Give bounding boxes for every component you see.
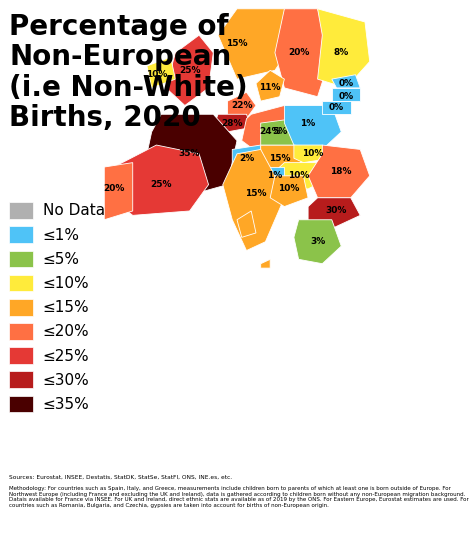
Text: 0%: 0%: [338, 92, 354, 101]
Text: Percentage of
Non-European
(i.e Non-White)
Births, 2020: Percentage of Non-European (i.e Non-Whit…: [9, 13, 248, 132]
Polygon shape: [213, 114, 251, 132]
Polygon shape: [142, 114, 237, 198]
Polygon shape: [228, 92, 256, 118]
FancyBboxPatch shape: [9, 226, 33, 243]
Text: ≤25%: ≤25%: [43, 348, 89, 363]
Polygon shape: [104, 162, 133, 220]
Polygon shape: [294, 220, 341, 264]
Text: 15%: 15%: [226, 40, 248, 48]
Polygon shape: [104, 145, 209, 215]
Text: APPX. 22-23% OF TOTAL BIRTHS IN EU-28 ARE NON-WHITE. THIS FIGURE WILL ONLY INCRE: APPX. 22-23% OF TOTAL BIRTHS IN EU-28 AR…: [9, 451, 465, 460]
Polygon shape: [237, 211, 256, 237]
Polygon shape: [218, 9, 299, 79]
Text: 18%: 18%: [330, 167, 352, 176]
Polygon shape: [332, 75, 360, 88]
Text: 3%: 3%: [310, 237, 325, 246]
FancyBboxPatch shape: [9, 371, 33, 388]
Text: 35%: 35%: [179, 150, 201, 158]
Text: 22%: 22%: [231, 101, 253, 110]
Polygon shape: [294, 145, 332, 162]
Text: 1%: 1%: [301, 118, 316, 128]
Text: 20%: 20%: [288, 48, 310, 57]
Polygon shape: [223, 150, 284, 250]
Text: ≤1%: ≤1%: [43, 228, 80, 243]
Polygon shape: [261, 118, 303, 145]
FancyBboxPatch shape: [9, 299, 33, 316]
Text: 8%: 8%: [334, 48, 349, 57]
Text: 24%: 24%: [259, 128, 281, 136]
Text: 20%: 20%: [103, 184, 125, 193]
Polygon shape: [166, 35, 213, 106]
FancyBboxPatch shape: [9, 396, 33, 412]
Text: 10%: 10%: [288, 172, 310, 180]
Text: 30%: 30%: [326, 206, 347, 215]
FancyBboxPatch shape: [9, 347, 33, 364]
Polygon shape: [242, 106, 299, 158]
Text: 15%: 15%: [269, 154, 291, 163]
Text: 2%: 2%: [239, 154, 254, 163]
Polygon shape: [332, 88, 360, 101]
Text: 25%: 25%: [150, 180, 172, 189]
Text: 10%: 10%: [302, 150, 324, 158]
Text: ≤10%: ≤10%: [43, 276, 89, 291]
Text: 10%: 10%: [278, 184, 300, 193]
Text: 28%: 28%: [221, 118, 243, 128]
Polygon shape: [275, 162, 332, 189]
Polygon shape: [308, 145, 370, 198]
Text: Methodology: For countries such as Spain, Italy, and Greece, measurements includ: Methodology: For countries such as Spain…: [9, 486, 469, 508]
Text: ≤20%: ≤20%: [43, 324, 89, 339]
Polygon shape: [322, 101, 351, 114]
FancyBboxPatch shape: [9, 202, 33, 219]
Polygon shape: [232, 145, 261, 167]
Text: 0%: 0%: [329, 103, 344, 112]
Polygon shape: [275, 9, 332, 96]
Text: ≤15%: ≤15%: [43, 300, 89, 315]
FancyBboxPatch shape: [9, 250, 33, 267]
Text: 5%: 5%: [272, 128, 287, 136]
Polygon shape: [265, 167, 284, 180]
Polygon shape: [308, 198, 360, 228]
Text: ≤30%: ≤30%: [43, 373, 90, 388]
Polygon shape: [256, 70, 284, 101]
Polygon shape: [261, 145, 303, 172]
Text: 11%: 11%: [259, 84, 281, 92]
Text: ≤5%: ≤5%: [43, 252, 80, 267]
Text: 0%: 0%: [338, 79, 354, 88]
Polygon shape: [284, 106, 341, 150]
Text: ≤35%: ≤35%: [43, 397, 90, 412]
Polygon shape: [270, 176, 308, 206]
Text: Sources: Eurostat, INSEE, Destatis, StatDK, StatSe, StatFI, ONS, INE.es, etc.: Sources: Eurostat, INSEE, Destatis, Stat…: [9, 475, 233, 480]
Text: 10%: 10%: [146, 70, 167, 79]
Text: No Data: No Data: [43, 204, 105, 219]
FancyBboxPatch shape: [9, 275, 33, 292]
FancyBboxPatch shape: [9, 323, 33, 340]
Polygon shape: [261, 259, 270, 268]
Polygon shape: [318, 9, 370, 88]
Polygon shape: [147, 57, 175, 88]
Text: 25%: 25%: [179, 66, 201, 75]
Text: 1%: 1%: [267, 172, 283, 180]
Text: 15%: 15%: [245, 189, 267, 198]
